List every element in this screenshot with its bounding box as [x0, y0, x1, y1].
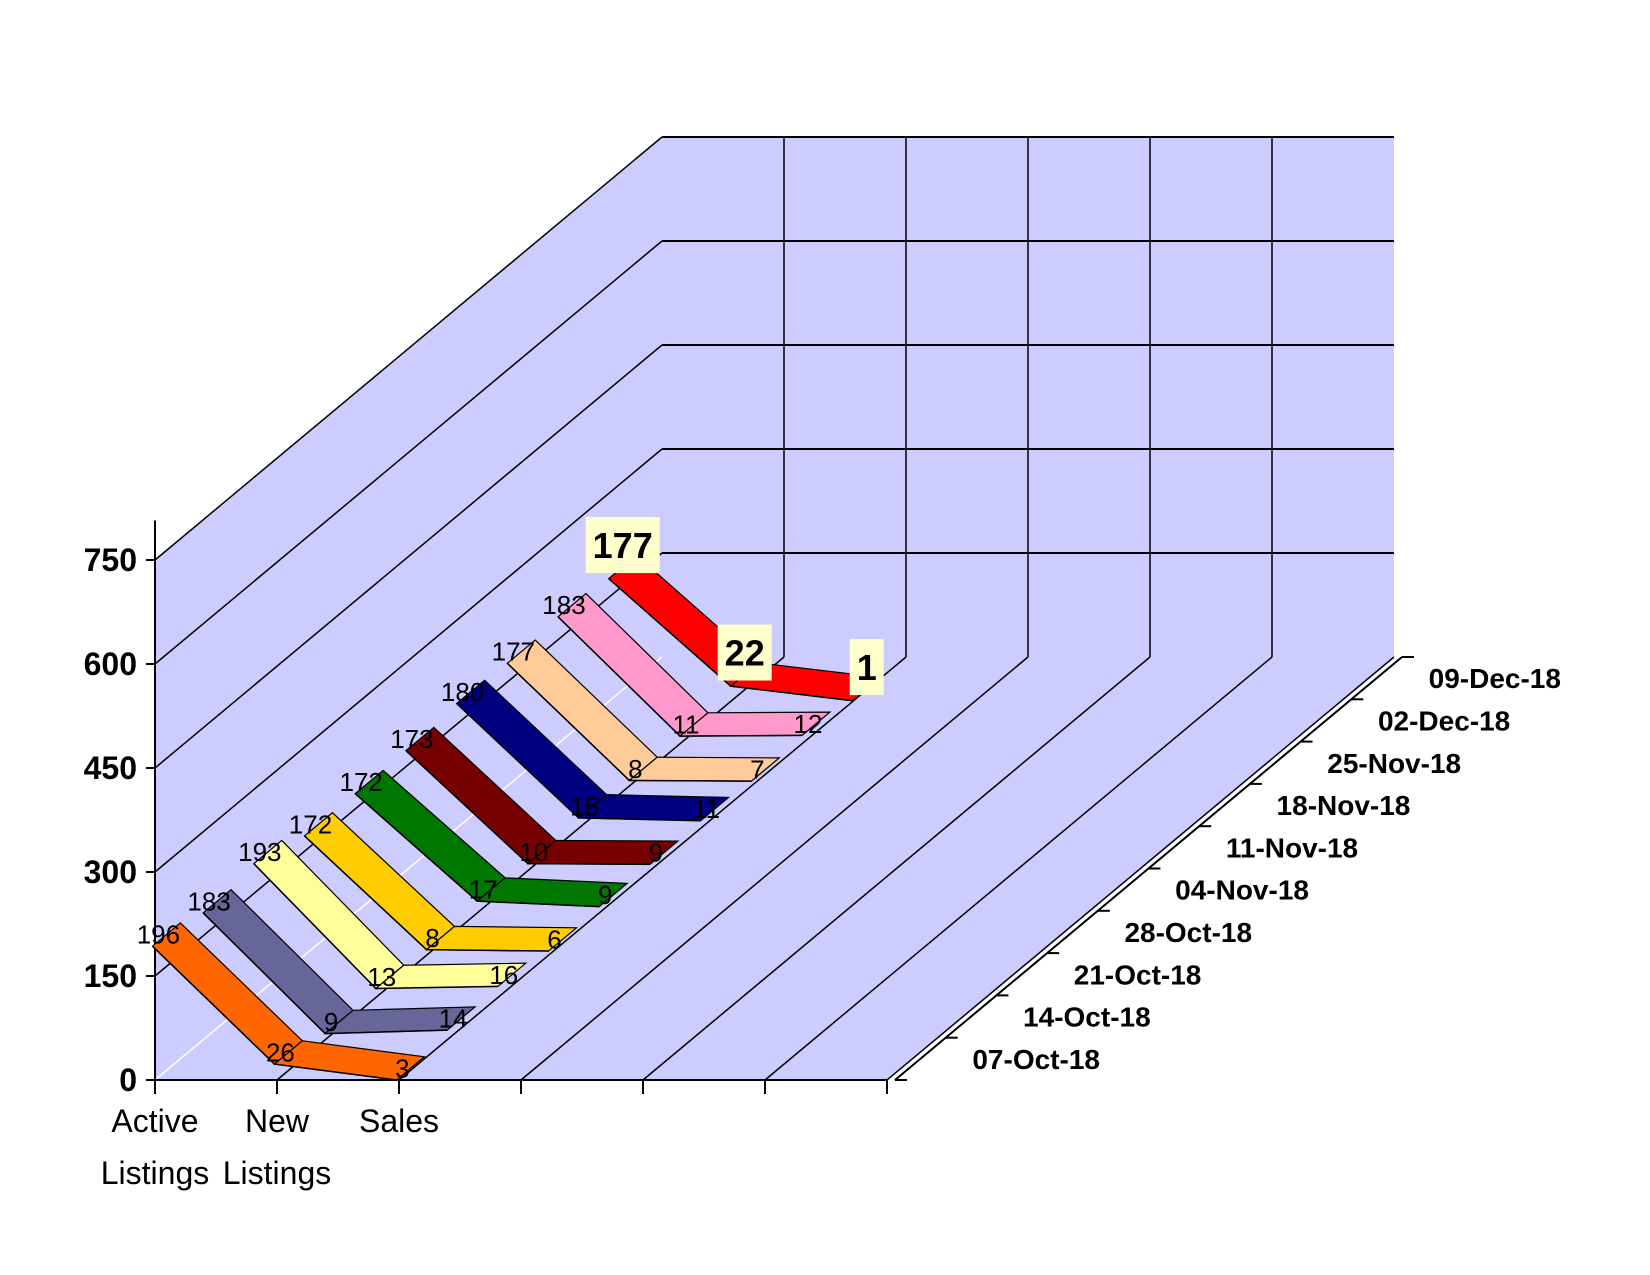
y-tick-label: 0 — [119, 1062, 137, 1098]
data-label: 173 — [390, 724, 433, 754]
z-category-label: 02-Dec-18 — [1378, 705, 1510, 736]
x-category-label: Sales — [359, 1103, 439, 1139]
y-tick-label: 750 — [84, 542, 137, 578]
data-label: 177 — [492, 637, 535, 667]
series-line — [456, 702, 701, 822]
data-label: 8 — [628, 754, 642, 784]
data-label: 17 — [469, 874, 498, 904]
data-label: 13 — [367, 962, 396, 992]
y-tick-label: 150 — [84, 958, 137, 994]
side-gridline — [154, 136, 663, 561]
floor-gridline — [764, 656, 1273, 1081]
x-category-label: Listings — [101, 1155, 210, 1191]
data-label: 11 — [693, 794, 720, 824]
x-category-label: Active — [111, 1103, 198, 1139]
series-line — [557, 616, 803, 737]
data-label: 196 — [137, 920, 180, 950]
y-tick-label: 450 — [84, 750, 137, 786]
z-category-label: 25-Nov-18 — [1327, 748, 1461, 779]
data-label: 16 — [489, 960, 518, 990]
side-gridline — [154, 448, 663, 873]
z-category-label: 21-Oct-18 — [1074, 959, 1202, 990]
data-label: 172 — [289, 809, 332, 839]
data-label: 193 — [238, 837, 281, 867]
x-category-label: New — [245, 1103, 310, 1139]
side-gridline — [154, 344, 663, 769]
chart-axes: 0 150 300 450 600 750 Active Listings New Listing… — [84, 520, 1561, 1191]
z-category-label: 07-Oct-18 — [972, 1044, 1100, 1075]
floor-gridline — [886, 656, 1395, 1081]
floor-gridline — [520, 656, 1029, 1081]
series-line — [304, 835, 549, 952]
data-label-box — [849, 639, 884, 696]
data-label: 12 — [794, 709, 823, 739]
data-label: 180 — [441, 677, 484, 707]
z-category-label: 09-Dec-18 — [1429, 663, 1561, 694]
data-label: 15 — [570, 791, 599, 821]
series-line — [151, 945, 397, 1081]
data-label: 3 — [395, 1053, 409, 1083]
z-category-label: 18-Nov-18 — [1277, 790, 1411, 821]
floor-gridline — [398, 656, 907, 1081]
data-label: 10 — [519, 837, 548, 867]
data-label: 22 — [725, 633, 765, 674]
data-label: 177 — [593, 525, 653, 566]
series-line — [354, 793, 600, 908]
data-label: 7 — [750, 755, 764, 785]
data-label: 11 — [673, 709, 700, 739]
floor-gridline — [642, 656, 1151, 1081]
series-line — [253, 863, 498, 990]
data-label: 183 — [542, 590, 585, 620]
z-category-label: 14-Oct-18 — [1023, 1002, 1151, 1033]
data-label: 9 — [598, 880, 612, 910]
data-label: 14 — [439, 1003, 468, 1033]
chart-grid — [154, 136, 1395, 1081]
side-gridline — [154, 240, 663, 665]
data-label-box — [585, 517, 660, 574]
chart-series — [151, 554, 883, 1081]
series-line — [405, 750, 650, 866]
z-category-label: 11-Nov-18 — [1226, 832, 1358, 863]
z-category-label: 04-Nov-18 — [1175, 875, 1309, 906]
data-label: 172 — [340, 767, 383, 797]
data-label: 26 — [266, 1037, 295, 1067]
data-label-box — [717, 624, 772, 681]
data-label: 6 — [547, 924, 561, 954]
series-line — [608, 578, 853, 702]
data-label: 8 — [425, 923, 439, 953]
y-tick-label: 300 — [84, 854, 137, 890]
series-line — [202, 912, 448, 1035]
z-category-label: 28-Oct-18 — [1124, 917, 1252, 948]
x-category-label: Listings — [223, 1155, 332, 1191]
data-label: 9 — [324, 1007, 338, 1037]
data-label: 9 — [649, 838, 663, 868]
y-tick-label: 600 — [84, 646, 137, 682]
data-label: 183 — [187, 886, 230, 916]
series-line — [506, 662, 752, 782]
data-label: 1 — [857, 647, 877, 688]
